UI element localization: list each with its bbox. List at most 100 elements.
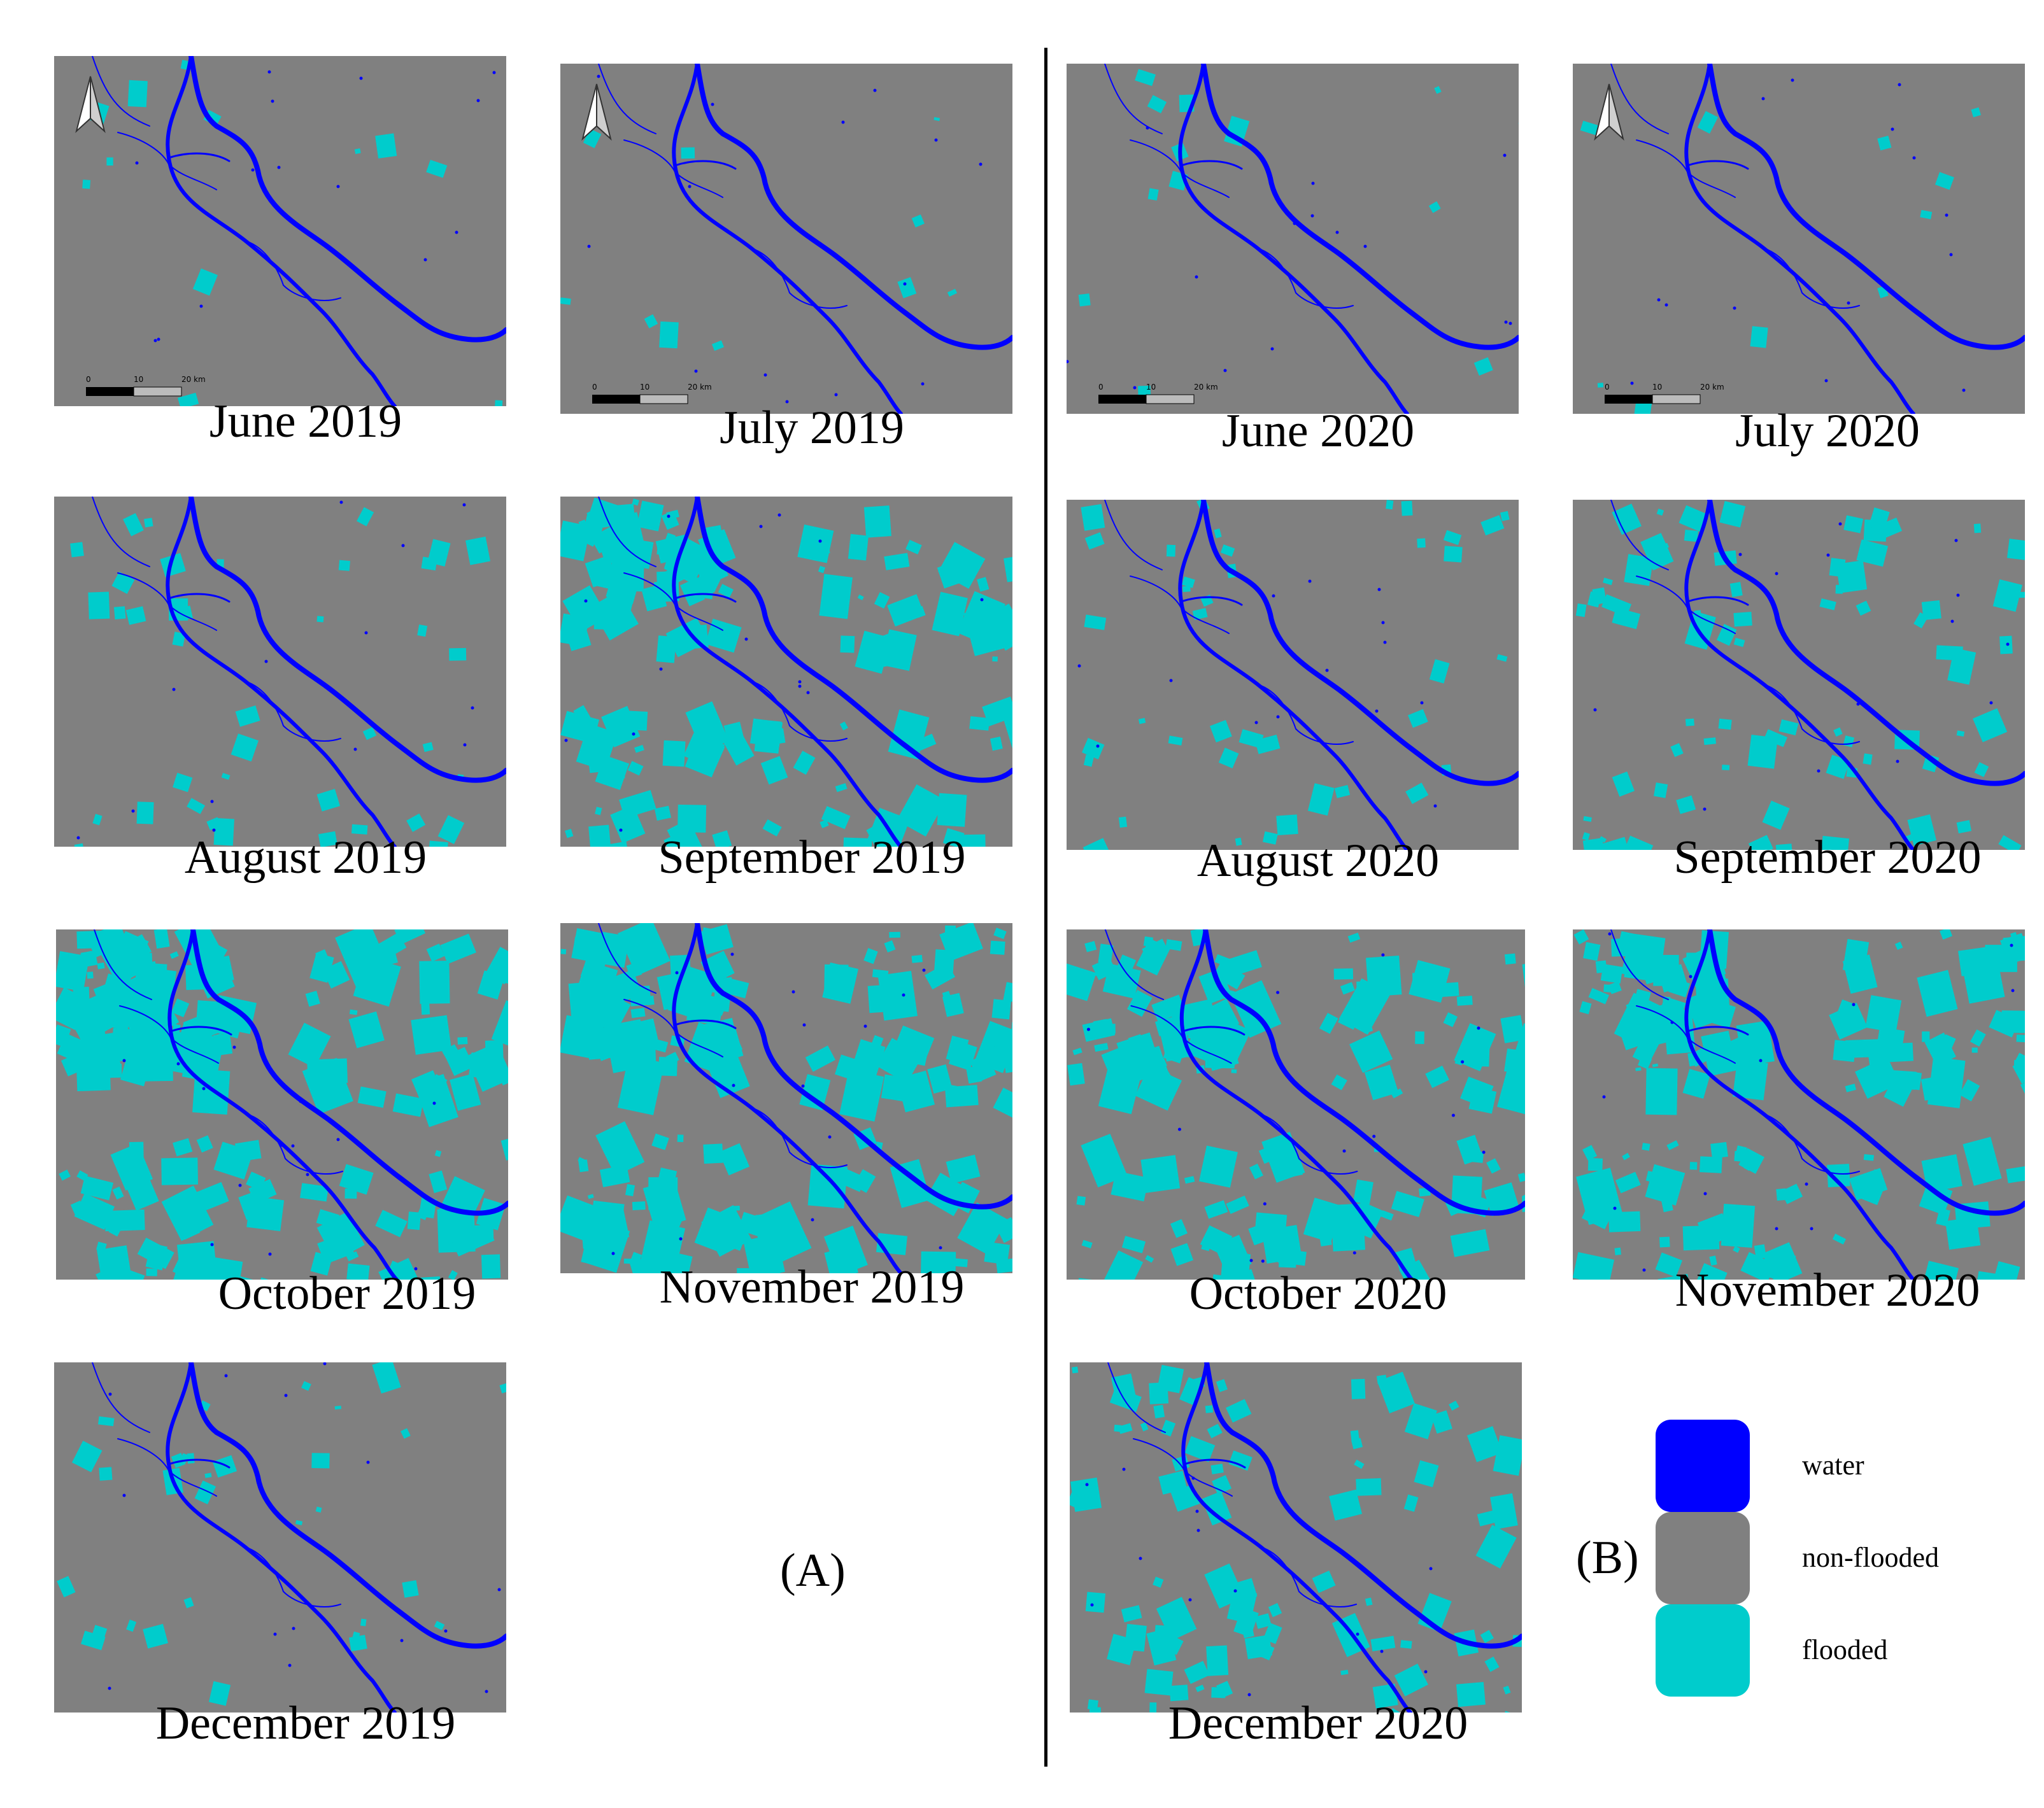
map-panel — [54, 497, 506, 847]
river-channel — [598, 497, 656, 567]
water-body — [732, 1084, 735, 1087]
water-body — [1188, 1598, 1192, 1602]
water-body — [1195, 275, 1198, 279]
water-body — [1738, 553, 1742, 556]
river-channel — [190, 929, 508, 1216]
map-caption: July 2019 — [720, 402, 904, 454]
water-body — [210, 1243, 214, 1247]
scale-label: 10 — [1146, 383, 1156, 392]
divider-line — [1044, 48, 1047, 1767]
non-flooded-area — [1573, 64, 2025, 414]
water-body — [1263, 1202, 1267, 1206]
scale-label: 20 km — [1700, 383, 1724, 392]
water-body — [1196, 1529, 1200, 1532]
water-body — [1761, 97, 1765, 101]
river-channel — [598, 64, 656, 134]
water-body — [122, 1494, 126, 1497]
river-channel — [1684, 500, 1915, 850]
water-body — [611, 1252, 615, 1255]
flooded-patches — [560, 923, 1012, 1273]
scale-label: 0 — [1098, 383, 1104, 392]
river-channel — [1133, 1438, 1233, 1497]
water-body — [587, 244, 591, 248]
river-channel — [166, 1362, 397, 1713]
river-channel — [117, 1438, 217, 1497]
river-channel — [1686, 160, 1749, 170]
part-label-a: (A) — [780, 1544, 846, 1597]
river-channel — [1180, 596, 1243, 606]
water-body — [1602, 1095, 1606, 1099]
water-body — [492, 71, 496, 74]
water-body — [1380, 1649, 1384, 1653]
flood-map — [1573, 500, 2025, 850]
water-body — [291, 1144, 295, 1148]
water-body — [777, 513, 781, 517]
river-channel — [751, 681, 848, 742]
river-channel — [1636, 576, 1736, 634]
scale-bar: 0 10 20 km — [592, 383, 712, 404]
non-flooded-area — [560, 64, 1012, 414]
water-body — [1096, 744, 1100, 748]
river-channel — [1610, 500, 1669, 570]
water-body — [1898, 83, 1901, 87]
water-body — [694, 369, 698, 373]
water-body — [934, 138, 938, 142]
river-channel — [695, 497, 1012, 783]
water-body — [806, 691, 810, 695]
water-body — [299, 1099, 302, 1103]
water-body — [462, 503, 466, 507]
water-body — [730, 952, 734, 956]
flood-map — [560, 923, 1012, 1273]
non-flooded-area — [1067, 64, 1519, 414]
river-channel — [167, 929, 399, 1280]
water-body — [1433, 804, 1437, 808]
water-body — [1335, 230, 1339, 234]
scale-label: 20 km — [688, 383, 712, 392]
water-body — [176, 1062, 180, 1066]
water-body — [485, 1690, 488, 1693]
water-body — [1261, 1259, 1265, 1263]
flood-map — [1070, 1362, 1522, 1713]
river-channel — [1707, 64, 2025, 350]
water-body — [1838, 522, 1842, 526]
river-channel — [92, 1362, 150, 1433]
water-body — [1249, 1259, 1253, 1262]
water-body — [1090, 1603, 1094, 1607]
water-body — [1593, 708, 1597, 712]
water-body — [798, 684, 802, 688]
water-body — [476, 99, 480, 102]
flood-map: 0 10 20 km — [54, 56, 506, 406]
river-channel — [623, 139, 723, 198]
river-channel — [1180, 160, 1243, 170]
scale-label: 0 — [592, 383, 597, 392]
water-body — [759, 525, 763, 528]
water-body — [1912, 156, 1916, 160]
water-body — [323, 1362, 327, 1366]
water-body — [873, 88, 877, 92]
water-body — [1847, 301, 1850, 305]
water-body — [1169, 679, 1173, 682]
water-body — [336, 185, 340, 188]
map-caption: August 2019 — [184, 831, 427, 884]
water-body — [980, 598, 984, 602]
river-channel — [1260, 1113, 1358, 1175]
river-channel — [1104, 929, 1165, 1000]
water-body — [1805, 1182, 1808, 1186]
water-body — [455, 230, 458, 234]
water-body — [1233, 1589, 1237, 1593]
river-channel — [1684, 929, 1915, 1280]
map-caption: September 2020 — [1673, 831, 1982, 884]
legend-label-non-flooded: non-flooded — [1802, 1542, 1940, 1573]
flood-map — [1573, 929, 2025, 1280]
scale-label: 10 — [134, 375, 143, 384]
water-body — [584, 599, 588, 603]
river-channel — [674, 593, 737, 603]
flooded-patches — [1070, 1365, 1522, 1713]
water-body — [1703, 1192, 1707, 1196]
river-channel — [623, 572, 723, 631]
water-body — [1630, 381, 1634, 385]
river-channel — [1181, 1362, 1412, 1713]
water-body — [122, 1059, 126, 1063]
water-body — [292, 1627, 295, 1630]
legend-swatch-non-flooded — [1656, 1512, 1750, 1604]
